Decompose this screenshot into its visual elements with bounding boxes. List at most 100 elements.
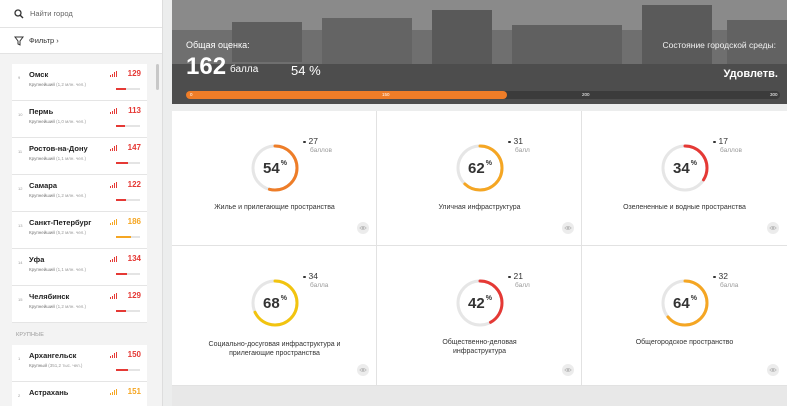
gauge-percent: 34	[673, 159, 690, 177]
city-name: Санкт-Петербург	[29, 218, 92, 227]
city-score-meter	[116, 199, 140, 201]
city-score-meter-fill	[116, 310, 127, 312]
search-input[interactable]	[30, 9, 150, 18]
progress-tick: 150	[382, 92, 390, 97]
city-category-label: Крупнейший	[29, 156, 55, 161]
city-score-meter-fill	[116, 125, 126, 127]
city-score-meter-fill	[116, 273, 127, 275]
city-score: 186	[127, 217, 141, 226]
overall-label: Общая оценка:	[186, 40, 250, 50]
city-score: 150	[127, 350, 141, 359]
city-score: 122	[127, 180, 141, 189]
signal-icon	[110, 108, 118, 114]
city-name: Ростов-на-Дону	[29, 144, 88, 153]
overall-progress-fill	[186, 91, 507, 99]
score-gauge: 64%	[658, 276, 712, 330]
bullet-icon	[713, 140, 716, 143]
overall-score: 162	[186, 53, 227, 80]
city-score-meter-fill	[116, 199, 126, 201]
points-number: 34	[308, 271, 318, 281]
score-gauge: 54%	[248, 141, 302, 195]
filter-label: Фильтр	[29, 36, 55, 45]
city-score: 147	[127, 143, 141, 152]
city-category-label: Крупнейший	[29, 82, 55, 87]
city-name: Уфа	[29, 255, 45, 264]
category-card[interactable]: 68% 34 балла Социально-досуговая инфраструк…	[172, 246, 377, 386]
gauge-percent: 64	[673, 294, 690, 312]
city-population: (1,1 млн. чел.)	[56, 267, 86, 272]
points-number: 31	[513, 136, 523, 146]
signal-icon	[110, 352, 118, 358]
bullet-icon	[508, 275, 511, 278]
city-item[interactable]: 9 Омск Крупнейший (1,2 млн. чел.) 129	[12, 64, 147, 101]
score-gauge: 62%	[453, 141, 507, 195]
search-bar[interactable]	[0, 0, 162, 28]
sidebar: Фильтр › 9 Омск Крупнейший (1,2 млн. чел.)…	[0, 0, 163, 406]
score-gauge: 68%	[248, 276, 302, 330]
city-rank: 2	[18, 393, 21, 398]
city-name: Астрахань	[29, 388, 69, 397]
category-card[interactable]: 42% 21 балл Общественно-деловая инфраструкт…	[377, 246, 582, 386]
city-category: Крупный (351,2 тыс. чел.)	[29, 363, 82, 368]
city-header: Общая оценка: 162 балла 54 % Состояние г…	[172, 0, 787, 104]
city-score: 151	[127, 387, 141, 396]
points-value: 21	[508, 271, 523, 281]
view-details-button[interactable]	[562, 222, 574, 234]
view-details-button[interactable]	[562, 364, 574, 376]
bottom-strip	[172, 386, 787, 406]
signal-icon	[110, 71, 118, 77]
city-item[interactable]: 11 Ростов-на-Дону Крупнейший (1,1 млн. чел…	[12, 138, 147, 175]
points-unit: баллов	[310, 147, 332, 154]
city-item[interactable]: 13 Санкт-Петербург Крупнейший (5,2 млн. че…	[12, 212, 147, 249]
points-unit: балл	[515, 147, 530, 154]
bullet-icon	[508, 140, 511, 143]
city-item[interactable]: 14 Уфа Крупнейший (1,1 млн. чел.) 134	[12, 249, 147, 286]
category-card[interactable]: 62% 31 балл Уличная инфраструктура	[377, 111, 582, 246]
eye-icon	[769, 368, 777, 372]
city-score-meter-fill	[116, 236, 131, 238]
category-card[interactable]: 54% 27 баллов Жилье и прилегающие пространс…	[172, 111, 377, 246]
city-item[interactable]: 2 Астрахань 151	[12, 382, 147, 406]
city-score-meter	[116, 369, 140, 371]
signal-icon	[110, 145, 118, 151]
signal-icon	[110, 182, 118, 188]
eye-icon	[564, 226, 572, 230]
card-title: Общественно-деловая инфраструктура	[442, 339, 517, 355]
group-label: КРУПНЫЕ	[16, 332, 45, 338]
city-rank: 11	[18, 149, 23, 154]
city-rank: 15	[18, 297, 23, 302]
eye-icon	[359, 226, 367, 230]
category-card[interactable]: 34% 17 баллов Озелененные и водные простран…	[582, 111, 787, 246]
city-item[interactable]: 12 Самара Крупнейший (1,2 млн. чел.) 122	[12, 175, 147, 212]
city-item[interactable]: 15 Челябинск Крупнейший (1,2 млн. чел.) 129	[12, 286, 147, 323]
view-details-button[interactable]	[767, 222, 779, 234]
city-rank: 9	[18, 75, 21, 80]
view-details-button[interactable]	[767, 364, 779, 376]
city-population: (1,0 млн. чел.)	[56, 119, 86, 124]
city-name: Челябинск	[29, 292, 70, 301]
gauge-percent: 68	[263, 294, 280, 312]
city-item[interactable]: 1 Архангельск Крупный (351,2 тыс. чел.) 150	[12, 345, 147, 382]
city-score-meter	[116, 88, 140, 90]
eye-icon	[769, 226, 777, 230]
sidebar-scrollbar[interactable]	[156, 64, 159, 90]
points-value: 32	[713, 271, 728, 281]
filter-caret: ›	[56, 36, 59, 45]
filter-button[interactable]: Фильтр ›	[0, 28, 162, 54]
city-score-meter-fill	[116, 369, 128, 371]
points-unit: балла	[720, 282, 739, 289]
city-name: Омск	[29, 70, 49, 79]
eye-icon	[359, 368, 367, 372]
view-details-button[interactable]	[357, 222, 369, 234]
card-title: Общегородское пространство	[635, 339, 734, 346]
signal-icon	[110, 293, 118, 299]
score-gauge: 34%	[658, 141, 712, 195]
city-score-meter	[116, 125, 140, 127]
city-item[interactable]: 10 Пермь Крупнейший (1,0 млн. чел.) 113	[12, 101, 147, 138]
gauge-percent: 62	[468, 159, 485, 177]
city-photo	[172, 0, 787, 104]
progress-tick: 200	[582, 92, 590, 97]
category-card[interactable]: 64% 32 балла Общегородское пространство	[582, 246, 787, 386]
city-population: (1,2 млн. чел.)	[56, 304, 86, 309]
view-details-button[interactable]	[357, 364, 369, 376]
